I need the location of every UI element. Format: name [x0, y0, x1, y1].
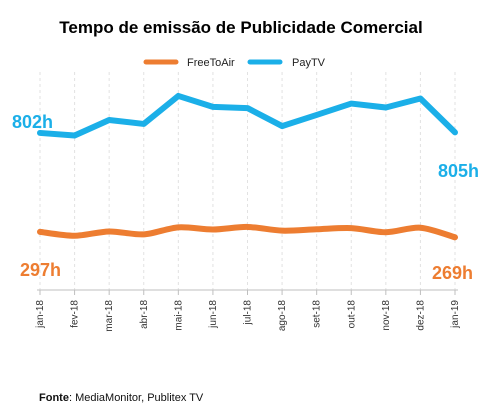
series-line [37, 92, 458, 139]
x-axis: jan-18 fev-18 mar-18 abr-18 mai-18 jun-18 jul-… [35, 289, 461, 332]
x-tick-label: ago-18 [277, 300, 288, 332]
source-note: Fonte: MediaMonitor, Publitex TV [39, 392, 203, 404]
x-tick-label: jan-18 [35, 300, 46, 329]
series-line [37, 223, 458, 241]
data-point [385, 231, 387, 233]
data-point [281, 230, 283, 232]
x-tick-label: dez-18 [415, 300, 426, 331]
data-point [108, 119, 110, 121]
series-lines [37, 92, 458, 241]
data-point [39, 231, 41, 233]
legend-label: PayTV [292, 57, 326, 69]
data-point [281, 125, 283, 127]
data-label: 802h [12, 112, 53, 132]
data-point [350, 227, 352, 229]
x-tick-label: out-18 [346, 300, 357, 329]
legend-label: FreeToAir [187, 57, 235, 69]
category-gridlines [39, 72, 456, 290]
data-point [74, 235, 76, 237]
data-label: 269h [432, 263, 473, 283]
x-tick-label: mai-18 [173, 300, 184, 331]
data-point [212, 228, 214, 230]
data-point [143, 123, 145, 125]
x-tick-label: jan-19 [450, 300, 461, 329]
data-point [108, 230, 110, 232]
x-tick-label: jun-18 [208, 300, 219, 329]
x-tick-label: fev-18 [70, 300, 81, 328]
data-point [419, 97, 421, 99]
data-point [419, 227, 421, 229]
data-point [143, 233, 145, 235]
data-point [454, 131, 456, 133]
data-point [177, 95, 179, 97]
data-point [350, 103, 352, 105]
data-label: 297h [20, 260, 61, 280]
data-labels: 297h 269h 802h 805h [12, 112, 479, 283]
chart-title: Tempo de emissão de Publicidade Comercia… [59, 18, 422, 37]
data-point [247, 226, 249, 228]
data-point [385, 106, 387, 108]
data-label: 805h [438, 161, 479, 181]
x-tick-label: set-18 [312, 300, 323, 328]
x-tick-label: abr-18 [139, 300, 150, 329]
data-point [454, 236, 456, 238]
source-label: Fonte [39, 392, 69, 404]
data-point [247, 107, 249, 109]
data-point [316, 228, 318, 230]
data-point [74, 134, 76, 136]
data-point [316, 114, 318, 116]
x-tick-label: nov-18 [381, 300, 392, 331]
data-point [39, 132, 41, 134]
x-tick-label: mar-18 [104, 300, 115, 332]
legend: FreeToAir PayTV [143, 57, 326, 69]
data-point [212, 106, 214, 108]
source-text: : MediaMonitor, Publitex TV [68, 392, 204, 404]
x-tick-label: jul-18 [243, 300, 254, 326]
data-point [177, 226, 179, 228]
